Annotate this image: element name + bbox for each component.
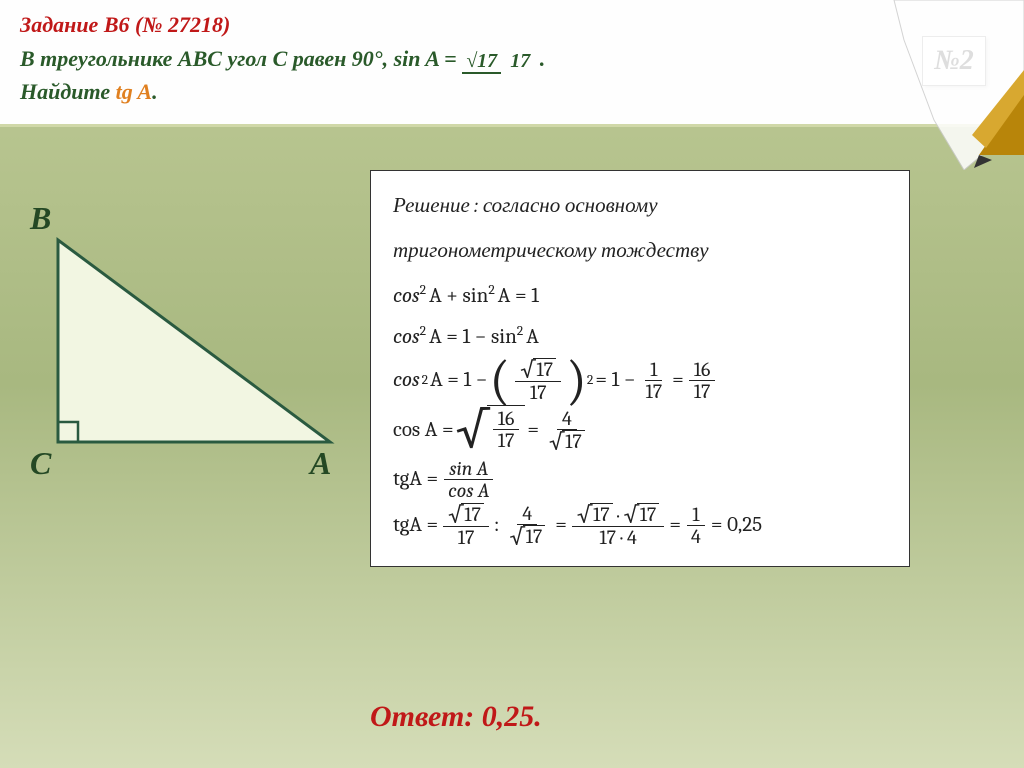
problem-fraction: √17 17	[462, 50, 534, 72]
problem-pre: В треугольнике ABC угол C равен 90°, sin…	[20, 46, 457, 71]
vertex-b: B	[30, 200, 51, 237]
answer: Ответ: 0,25.	[370, 700, 542, 734]
find-target: tg A	[116, 79, 152, 104]
problem-header: Задание B6 (№ 27218) В треугольнике ABC …	[0, 0, 1024, 127]
solution-box: Решение : согласно основному тригонометр…	[370, 170, 910, 567]
eq-line-5: tgA = sin Acos A	[393, 458, 887, 501]
triangle-diagram: B C A	[30, 200, 350, 480]
solution-intro-1: Решение : согласно основному	[393, 187, 887, 226]
find-pre: Найдите	[20, 79, 116, 104]
eq-line-3: cos2 A = 1 − ( √1717 )2 = 1 − 117 = 1617	[393, 358, 887, 403]
eq-line-2: cos2 A = 1 − sin2 A	[393, 318, 887, 357]
problem-text: В треугольнике ABC угол C равен 90°, sin…	[20, 42, 1004, 108]
eq-line-1: cos2 A + sin2 A = 1	[393, 277, 887, 316]
solution-intro-2: тригонометрическому тождеству	[393, 232, 887, 271]
slide-number-badge: №2	[922, 36, 986, 86]
eq-line-6: tgA = √1717 : 4√17 = √17 · √1717 · 4 = 1…	[393, 503, 887, 548]
vertex-a: A	[310, 445, 331, 482]
eq-line-4: cos A = √1617 = 4√17	[393, 405, 887, 455]
task-number: Задание B6 (№ 27218)	[20, 12, 1004, 38]
triangle-svg	[30, 200, 350, 480]
vertex-c: C	[30, 445, 51, 482]
